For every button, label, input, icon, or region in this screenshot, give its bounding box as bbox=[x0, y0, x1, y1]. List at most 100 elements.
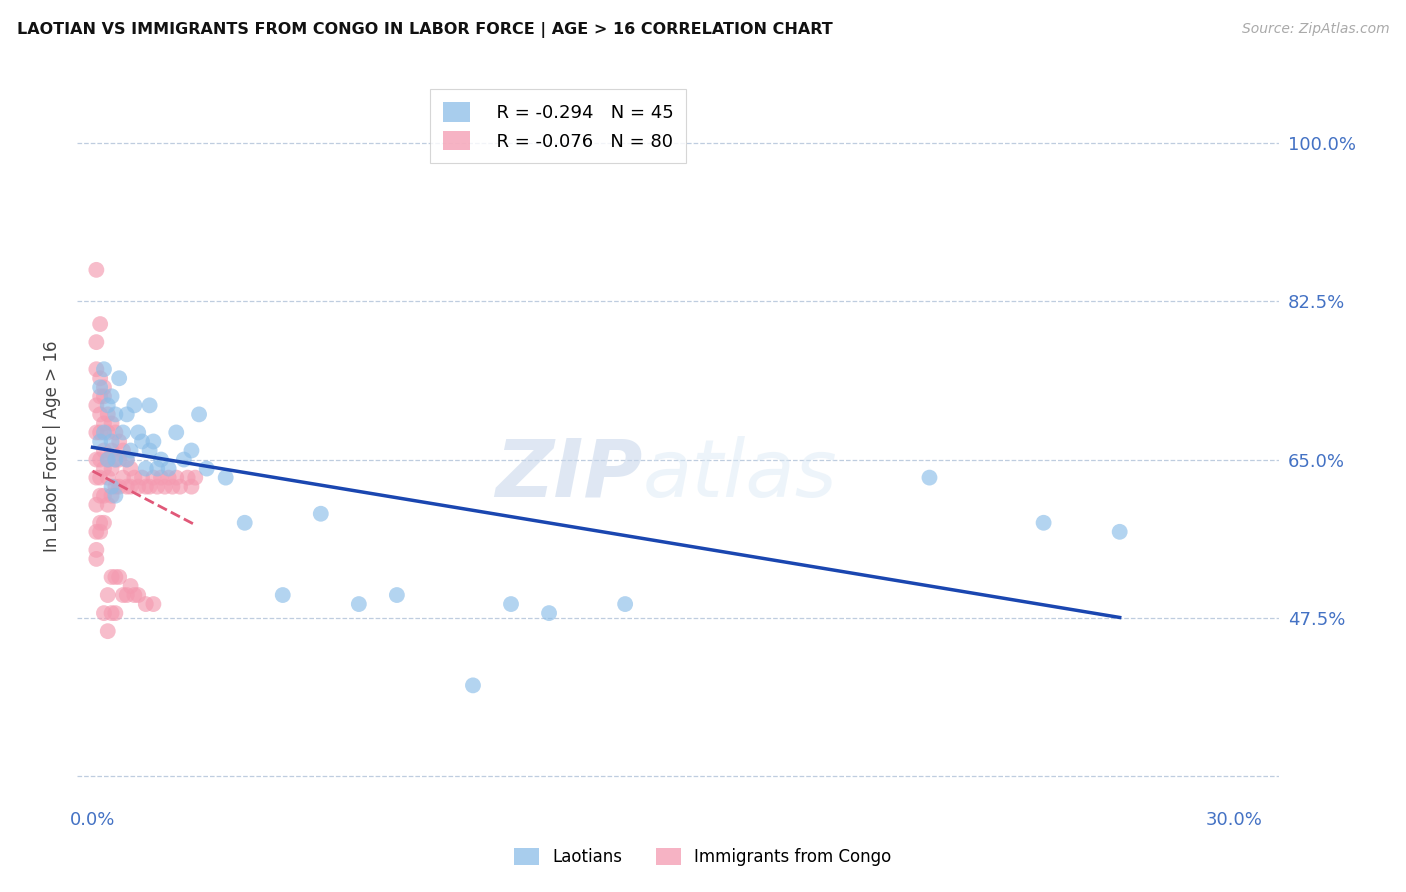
Point bbox=[115, 452, 138, 467]
Point bbox=[150, 452, 173, 467]
Point bbox=[100, 489, 122, 503]
Point bbox=[115, 588, 138, 602]
Point bbox=[93, 489, 115, 503]
Point bbox=[115, 480, 138, 494]
Point bbox=[89, 516, 111, 530]
Point bbox=[93, 461, 115, 475]
Point bbox=[86, 542, 108, 557]
Point bbox=[127, 425, 149, 440]
Point bbox=[104, 489, 127, 503]
Point bbox=[499, 597, 522, 611]
Point bbox=[157, 470, 180, 484]
Point bbox=[86, 335, 108, 350]
Point bbox=[104, 570, 127, 584]
Legend:   R = -0.294   N = 45,   R = -0.076   N = 80: R = -0.294 N = 45, R = -0.076 N = 80 bbox=[430, 89, 686, 163]
Point bbox=[97, 398, 120, 412]
Point bbox=[97, 498, 120, 512]
Point bbox=[347, 597, 370, 611]
Point bbox=[89, 470, 111, 484]
Point bbox=[93, 443, 115, 458]
Point bbox=[97, 624, 120, 639]
Point bbox=[180, 443, 202, 458]
Point bbox=[100, 570, 122, 584]
Point bbox=[104, 408, 127, 422]
Point bbox=[385, 588, 408, 602]
Y-axis label: In Labor Force | Age > 16: In Labor Force | Age > 16 bbox=[44, 340, 62, 552]
Point bbox=[131, 434, 153, 449]
Point bbox=[86, 552, 108, 566]
Point bbox=[120, 579, 142, 593]
Point bbox=[111, 443, 134, 458]
Point bbox=[124, 470, 146, 484]
Point bbox=[86, 398, 108, 412]
Point bbox=[111, 470, 134, 484]
Point bbox=[142, 470, 165, 484]
Point bbox=[111, 588, 134, 602]
Point bbox=[146, 461, 169, 475]
Point bbox=[89, 489, 111, 503]
Point bbox=[93, 380, 115, 394]
Point bbox=[100, 461, 122, 475]
Point bbox=[100, 434, 122, 449]
Point bbox=[131, 470, 153, 484]
Point bbox=[135, 597, 157, 611]
Point bbox=[104, 452, 127, 467]
Point bbox=[1032, 516, 1054, 530]
Point bbox=[97, 452, 120, 467]
Point bbox=[104, 480, 127, 494]
Point bbox=[97, 425, 120, 440]
Point bbox=[142, 597, 165, 611]
Point bbox=[86, 498, 108, 512]
Point bbox=[100, 389, 122, 403]
Point bbox=[93, 417, 115, 431]
Point bbox=[184, 470, 207, 484]
Point bbox=[97, 588, 120, 602]
Point bbox=[111, 425, 134, 440]
Point bbox=[173, 452, 195, 467]
Point bbox=[93, 425, 115, 440]
Point bbox=[153, 480, 176, 494]
Point bbox=[176, 470, 198, 484]
Point bbox=[97, 470, 120, 484]
Point bbox=[86, 470, 108, 484]
Point bbox=[127, 588, 149, 602]
Point bbox=[165, 470, 187, 484]
Point bbox=[165, 425, 187, 440]
Text: Source: ZipAtlas.com: Source: ZipAtlas.com bbox=[1241, 22, 1389, 37]
Point bbox=[138, 443, 160, 458]
Point bbox=[157, 461, 180, 475]
Point bbox=[142, 434, 165, 449]
Point bbox=[120, 461, 142, 475]
Point bbox=[138, 480, 160, 494]
Point bbox=[138, 398, 160, 412]
Point bbox=[461, 678, 484, 692]
Point bbox=[100, 443, 122, 458]
Point bbox=[86, 425, 108, 440]
Point bbox=[89, 434, 111, 449]
Point bbox=[169, 480, 191, 494]
Point bbox=[100, 417, 122, 431]
Point bbox=[162, 480, 184, 494]
Point bbox=[135, 461, 157, 475]
Point bbox=[135, 480, 157, 494]
Point bbox=[104, 452, 127, 467]
Point bbox=[124, 398, 146, 412]
Point bbox=[124, 588, 146, 602]
Point bbox=[215, 470, 238, 484]
Point bbox=[614, 597, 637, 611]
Legend: Laotians, Immigrants from Congo: Laotians, Immigrants from Congo bbox=[508, 841, 898, 873]
Point bbox=[100, 606, 122, 620]
Text: atlas: atlas bbox=[643, 435, 837, 514]
Point bbox=[104, 606, 127, 620]
Point bbox=[120, 480, 142, 494]
Point bbox=[180, 480, 202, 494]
Point bbox=[89, 389, 111, 403]
Point bbox=[89, 380, 111, 394]
Point bbox=[115, 452, 138, 467]
Point bbox=[89, 371, 111, 385]
Point bbox=[97, 408, 120, 422]
Point bbox=[86, 362, 108, 376]
Point bbox=[120, 443, 142, 458]
Point bbox=[195, 461, 218, 475]
Point bbox=[86, 452, 108, 467]
